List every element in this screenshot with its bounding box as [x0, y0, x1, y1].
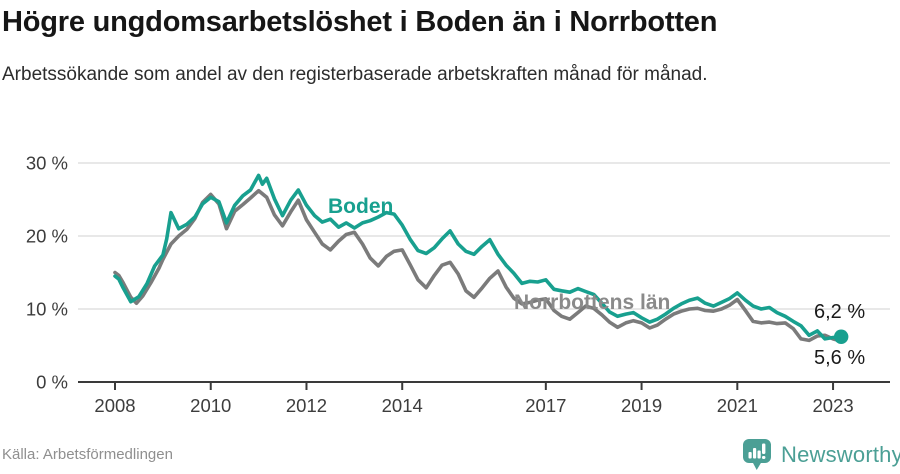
page-title: Högre ungdomsarbetslöshet i Boden än i N…	[2, 6, 718, 38]
source-note: Källa: Arbetsförmedlingen	[2, 446, 173, 463]
x-axis-label: 2021	[717, 395, 758, 416]
y-axis-label: 30 %	[26, 153, 68, 174]
y-axis-label: 20 %	[26, 226, 68, 247]
end-value-boden: 6,2 %	[814, 301, 866, 323]
newsworthy-wordmark: Newsworthy	[781, 441, 900, 467]
x-axis-label: 2019	[621, 395, 662, 416]
y-axis-label: 10 %	[26, 299, 68, 320]
y-axis-label: 0 %	[36, 372, 68, 393]
x-axis-label: 2008	[94, 395, 135, 416]
line-chart: 0 % 10 % 20 % 30 % 2008 2010 2012 2014 2017 2019 2…	[26, 153, 890, 416]
chart-subtitle: Arbetssökande som andel av den registerb…	[2, 64, 708, 85]
x-axis-label: 2014	[382, 395, 423, 416]
series-label-norrbotten: Norrbottens län	[514, 291, 671, 314]
x-axis-label: 2023	[812, 395, 853, 416]
newsworthy-logo-icon	[742, 438, 773, 471]
series-label-boden: Boden	[328, 195, 394, 218]
end-value-norrbotten: 5,6 %	[814, 347, 866, 369]
x-axis-label: 2017	[525, 395, 566, 416]
x-axis-label: 2012	[286, 395, 327, 416]
x-axis-label: 2010	[190, 395, 231, 416]
end-dot-boden	[833, 329, 849, 344]
boden-line	[113, 173, 844, 341]
newsworthy-brand: Newsworthy	[742, 438, 900, 471]
